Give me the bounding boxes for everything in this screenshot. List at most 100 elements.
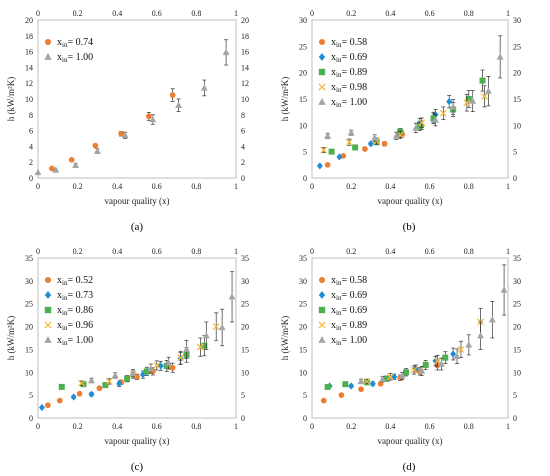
data-point [49, 165, 55, 172]
y-tick-label: 4 [29, 142, 33, 151]
legend-marker [318, 83, 326, 91]
y-tick-label: 35 [299, 254, 307, 263]
data-point [324, 161, 331, 168]
data-point [105, 377, 113, 385]
legend-marker [318, 291, 326, 299]
y-tick-label: 30 [299, 277, 307, 286]
data-point [58, 383, 65, 390]
data-point [371, 134, 379, 141]
legend: xin= 0.74 xin= 1.00 [44, 37, 93, 64]
y-tick-label-right: 8 [241, 111, 245, 120]
y-tick-label: 15 [299, 345, 307, 354]
data-point [80, 381, 87, 388]
y-tick-label: 25 [25, 300, 33, 309]
data-point [196, 343, 204, 351]
y-tick-label-right: 30 [513, 277, 521, 286]
legend-entry: xin= 1.00 [57, 335, 93, 347]
y-tick-label-right: 10 [241, 368, 249, 377]
x-marker-stroke [345, 138, 353, 146]
data-point [202, 331, 210, 339]
y-tick-label: 20 [25, 16, 33, 25]
x-marker-stroke [439, 109, 447, 117]
x-tick-label: 1 [506, 422, 510, 431]
x-marker-stroke [196, 343, 204, 351]
x-tick-label: 0.8 [191, 422, 201, 431]
data-point [149, 115, 157, 123]
y-tick-label: 16 [25, 48, 33, 57]
data-point [391, 373, 398, 381]
data-point [416, 123, 423, 130]
x-tick-label: 0.8 [464, 422, 474, 431]
y-tick-label: 10 [25, 368, 33, 377]
data-point [320, 397, 327, 404]
y-tick-label-right: 5 [241, 391, 245, 400]
data-point [118, 130, 125, 137]
legend-entry: xin= 0.58 [331, 275, 367, 287]
legend: xin= 0.58 xin= 0.69 xin= 0.89 xin= 0.98 xin=… [318, 37, 367, 109]
y-tick-label-right: 16 [241, 48, 249, 57]
data-point [96, 385, 103, 392]
data-point [76, 390, 83, 397]
data-point [352, 144, 359, 151]
y-tick-label-right: 20 [513, 323, 521, 332]
legend-entry: xin= 0.69 [331, 52, 367, 64]
data-point [212, 323, 220, 331]
x-tick-label: 1 [506, 182, 510, 191]
x-tick-label: 0.2 [346, 182, 356, 191]
y-tick-label: 20 [299, 323, 307, 332]
data-point [432, 116, 439, 123]
x-tick-label-top: 0.6 [425, 9, 435, 18]
legend: xin= 0.58 xin= 0.69 xin= 0.69 xin= 0.89 xin=… [318, 275, 367, 347]
y-tick-label-right: 15 [513, 95, 521, 104]
data-point [357, 377, 365, 385]
data-point [369, 380, 376, 388]
data-point [116, 380, 123, 388]
legend-entry: xin= 1.00 [331, 335, 367, 347]
data-point [218, 323, 226, 331]
y-tick-label-right: 15 [241, 345, 249, 354]
x-tick-label: 0.8 [464, 182, 474, 191]
data-point [500, 286, 508, 293]
x-tick-label: 0.4 [112, 182, 122, 191]
plot-frame [311, 19, 509, 179]
data-point [111, 371, 119, 379]
data-point [446, 98, 453, 106]
x-tick-label: 0 [310, 182, 314, 191]
y-tick-label: 30 [25, 277, 33, 286]
y-tick-label: 0 [303, 414, 307, 423]
legend-entry: xin= 1.00 [57, 52, 93, 64]
legend-marker [318, 68, 326, 76]
legend-marker [44, 291, 52, 299]
series-4 [78, 312, 220, 387]
panel-label: (b) [403, 221, 416, 233]
y-tick-label: 0 [29, 414, 33, 423]
y-axis-label: h (kW/m²K) [6, 77, 16, 121]
data-point [320, 146, 328, 154]
data-point [465, 96, 472, 102]
x-tick-label-top: 0.8 [191, 247, 201, 256]
y-tick-label: 25 [299, 42, 307, 51]
y-tick-label: 6 [29, 127, 33, 136]
data-point [124, 375, 131, 382]
data-point [38, 403, 45, 412]
legend-marker [318, 98, 326, 105]
x-tick-label: 0.6 [425, 182, 435, 191]
x-tick-label: 0.6 [152, 182, 162, 191]
legend-entry: xin= 0.69 [331, 290, 367, 302]
data-point [316, 162, 323, 170]
data-point [453, 352, 461, 359]
data-point [342, 381, 349, 388]
x-tick-label: 0.2 [346, 422, 356, 431]
data-point [412, 124, 420, 131]
y-tick-label-right: 12 [241, 79, 249, 88]
data-point [377, 380, 384, 387]
data-point [93, 147, 101, 154]
data-point [163, 362, 170, 369]
x-tick-label-top: 0.2 [346, 247, 356, 256]
data-point [88, 376, 95, 384]
y-tick-label-right: 10 [513, 121, 521, 130]
x-marker-stroke [320, 146, 328, 154]
